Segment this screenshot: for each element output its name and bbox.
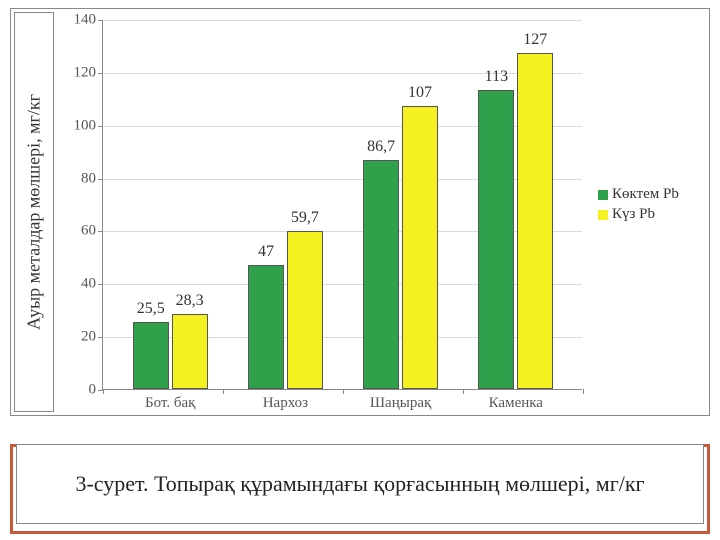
ytick-mark [98, 231, 103, 232]
xtick-mark [583, 389, 584, 394]
data-label: 107 [408, 84, 432, 102]
legend-swatch [598, 190, 608, 200]
caption-text: 3-сурет. Топырақ құрамындағы қорғасынның… [16, 444, 704, 524]
xtick-mark [223, 389, 224, 394]
ytick-label: 60 [68, 223, 96, 240]
ytick-label: 120 [68, 64, 96, 81]
ytick-label: 140 [68, 12, 96, 29]
ytick-mark [98, 284, 103, 285]
data-label: 59,7 [291, 209, 319, 227]
gridline [103, 20, 582, 21]
ytick-mark [98, 73, 103, 74]
legend: Көктем Pb Күз Pb [598, 183, 679, 226]
data-label: 113 [485, 68, 508, 86]
chart-region: Ауыр металдар мөлшері, мг/кг Бот. бақ 25,… [10, 8, 710, 438]
ytick-mark [98, 337, 103, 338]
ytick-mark [98, 126, 103, 127]
xtick-label: Шаңырақ [370, 395, 431, 412]
data-label: 28,3 [176, 292, 204, 310]
xtick-label: Каменка [489, 395, 543, 412]
yaxis-label: Ауыр металдар мөлшері, мг/кг [24, 94, 45, 330]
bar [402, 106, 438, 389]
bar [517, 53, 553, 389]
xtick-label: Нархоз [263, 395, 308, 412]
legend-item: Күз Pb [598, 206, 679, 223]
data-label: 47 [258, 243, 274, 261]
xtick-mark [343, 389, 344, 394]
legend-label: Күз Pb [612, 206, 655, 223]
ytick-label: 0 [68, 382, 96, 399]
plot-area: Бот. бақ25,528,3Нархоз4759,7Шаңырақ86,71… [102, 20, 582, 390]
legend-item: Көктем Pb [598, 186, 679, 203]
xtick-mark [103, 389, 104, 394]
legend-swatch [598, 210, 608, 220]
yaxis-label-box: Ауыр металдар мөлшері, мг/кг [14, 12, 54, 412]
bar [287, 231, 323, 389]
ytick-label: 80 [68, 170, 96, 187]
xtick-label: Бот. бақ [145, 395, 195, 412]
ytick-mark [98, 20, 103, 21]
data-label: 127 [523, 31, 547, 49]
xtick-mark [463, 389, 464, 394]
bar [478, 90, 514, 389]
bar [133, 322, 169, 389]
data-label: 86,7 [367, 138, 395, 156]
ytick-label: 100 [68, 117, 96, 134]
bar [172, 314, 208, 389]
ytick-label: 40 [68, 276, 96, 293]
gridline [103, 73, 582, 74]
ytick-mark [98, 179, 103, 180]
data-label: 25,5 [137, 300, 165, 318]
caption-container: 3-сурет. Топырақ құрамындағы қорғасынның… [10, 444, 710, 534]
ytick-label: 20 [68, 329, 96, 346]
legend-label: Көктем Pb [612, 186, 679, 203]
bar [363, 160, 399, 389]
bar [248, 265, 284, 389]
